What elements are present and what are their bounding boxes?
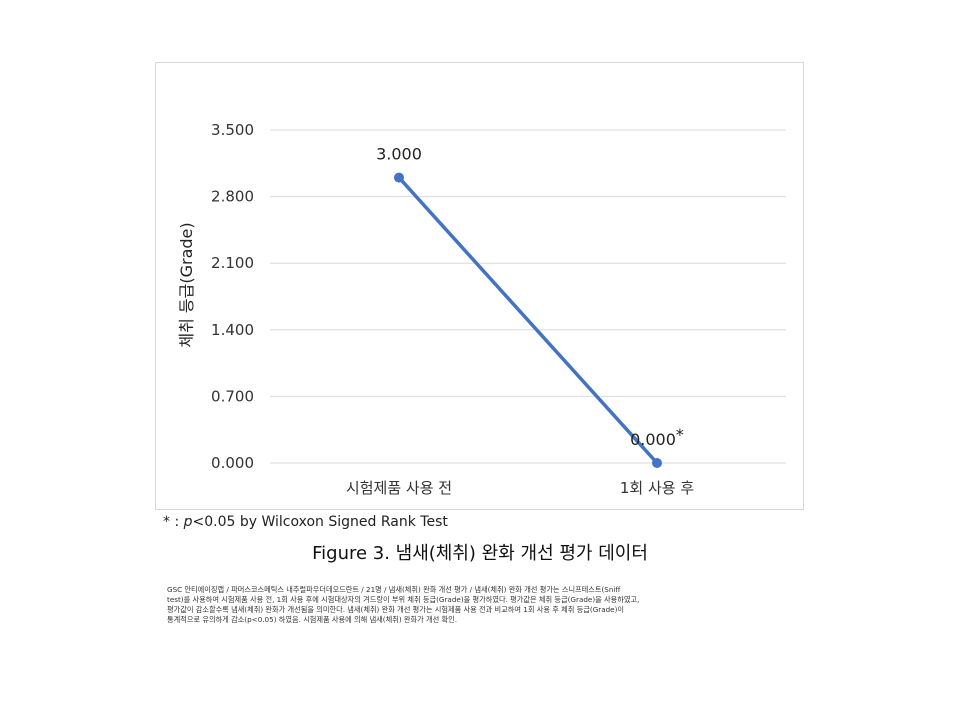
footnote-text: <0.05 by Wilcoxon Signed Rank Test	[192, 514, 448, 530]
x-category-label: 시험제품 사용 전	[346, 479, 452, 497]
significance-footnote: * : p<0.05 by Wilcoxon Signed Rank Test	[163, 514, 448, 530]
chart-frame: 0.000 0.700 1.400 2.100 2.800 3.500 3.000 0.00…	[155, 62, 804, 510]
data-label: 3.000	[376, 145, 422, 164]
figure-caption: Figure 3. 냄새(체취) 완화 개선 평가 데이터	[312, 543, 648, 564]
y-tick-label: 2.100	[211, 254, 254, 272]
series-line	[397, 176, 659, 465]
series-points	[394, 172, 662, 468]
y-tick-label: 3.500	[211, 121, 254, 139]
y-axis-label: 체취 등급(Grade)	[177, 222, 196, 347]
data-labels: 3.000 0.000*	[376, 145, 684, 449]
gridlines	[270, 129, 786, 464]
y-tick-label: 2.800	[211, 188, 254, 206]
y-tick-label: 0.700	[211, 387, 254, 405]
description-line: 평가값이 감소할수록 냄새(체취) 완화가 개선됨을 의미한다. 냄새(체취) …	[167, 605, 625, 614]
figure-description: GSC 안티에이징랩 / 파머스코스메틱스 내추럴파우더데오드란트 / 21명 …	[167, 585, 807, 625]
significance-marker: *	[676, 425, 684, 444]
y-tick-labels: 0.000 0.700 1.400 2.100 2.800 3.500	[211, 121, 254, 472]
data-point	[652, 458, 662, 468]
y-tick-label: 1.400	[211, 321, 254, 339]
line-chart: 0.000 0.700 1.400 2.100 2.800 3.500 3.000 0.00…	[177, 121, 786, 497]
data-point	[394, 172, 404, 183]
description-line: 통계적으로 유의하게 감소(p<0.05) 하였음. 시험제품 사용에 의해 냄…	[167, 615, 458, 624]
y-tick-label: 0.000	[211, 454, 254, 472]
x-category-labels: 시험제품 사용 전 1회 사용 후	[346, 479, 694, 497]
x-category-label: 1회 사용 후	[620, 479, 694, 497]
description-line: GSC 안티에이징랩 / 파머스코스메틱스 내추럴파우더데오드란트 / 21명 …	[167, 585, 621, 594]
series-lines	[397, 176, 659, 465]
description-line: test)를 사용하여 시험제품 사용 전, 1회 사용 후에 시험대상자의 겨…	[167, 595, 640, 604]
data-label: 0.000*	[630, 425, 684, 449]
p-symbol: p	[183, 514, 193, 530]
footnote-prefix: * :	[163, 514, 184, 530]
